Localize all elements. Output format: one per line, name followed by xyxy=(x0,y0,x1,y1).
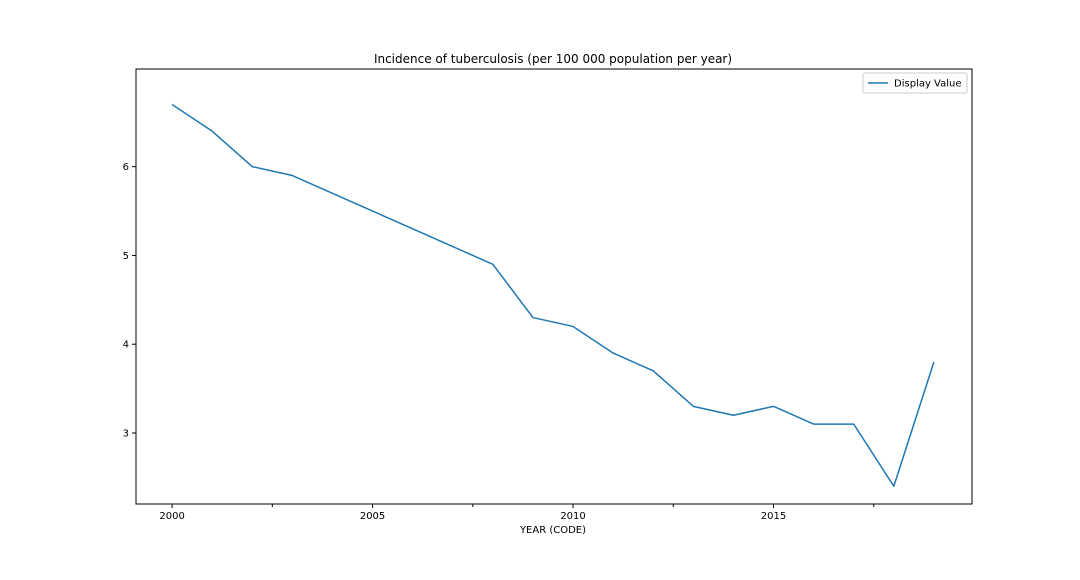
y-tick-label-6: 6 xyxy=(123,162,129,173)
data-point-2016 xyxy=(812,423,815,426)
data-point-2008 xyxy=(491,263,494,266)
data-point-2000 xyxy=(170,103,173,106)
plot-frame xyxy=(135,68,973,505)
data-point-2009 xyxy=(531,316,534,319)
y-tick-label-3: 3 xyxy=(123,428,129,439)
data-point-2003 xyxy=(291,174,294,177)
data-point-2001 xyxy=(211,130,214,133)
legend-label: Display Value xyxy=(894,79,962,90)
data-point-2011 xyxy=(612,351,615,354)
data-point-2019 xyxy=(932,360,935,363)
plot-area: 3 4 5 6 2000 2005 2010 2015 xyxy=(123,68,973,522)
data-point-2018 xyxy=(892,485,895,488)
data-point-2014 xyxy=(732,414,735,417)
x-tick-label-2015: 2015 xyxy=(761,511,786,522)
data-point-2013 xyxy=(692,405,695,408)
data-point-2004 xyxy=(331,192,334,195)
series-line-0 xyxy=(171,103,935,487)
data-point-2010 xyxy=(571,325,574,328)
data-point-2006 xyxy=(411,227,414,230)
data-point-2002 xyxy=(251,165,254,168)
data-point-2007 xyxy=(451,245,454,248)
data-point-2017 xyxy=(852,423,855,426)
data-point-2015 xyxy=(772,405,775,408)
x-axis-title: YEAR (CODE) xyxy=(519,525,586,536)
x-tick-label-2005: 2005 xyxy=(360,511,385,522)
data-point-2005 xyxy=(371,209,374,212)
x-tick-label-2010: 2010 xyxy=(560,511,585,522)
chart-title: Incidence of tuberculosis (per 100 000 p… xyxy=(374,52,732,66)
legend: Display Value xyxy=(862,72,968,94)
legend-box xyxy=(862,72,968,94)
x-tick-label-2000: 2000 xyxy=(159,511,184,522)
y-tick-label-5: 5 xyxy=(123,251,129,262)
y-tick-label-4: 4 xyxy=(123,340,129,351)
data-point-2012 xyxy=(652,369,655,372)
